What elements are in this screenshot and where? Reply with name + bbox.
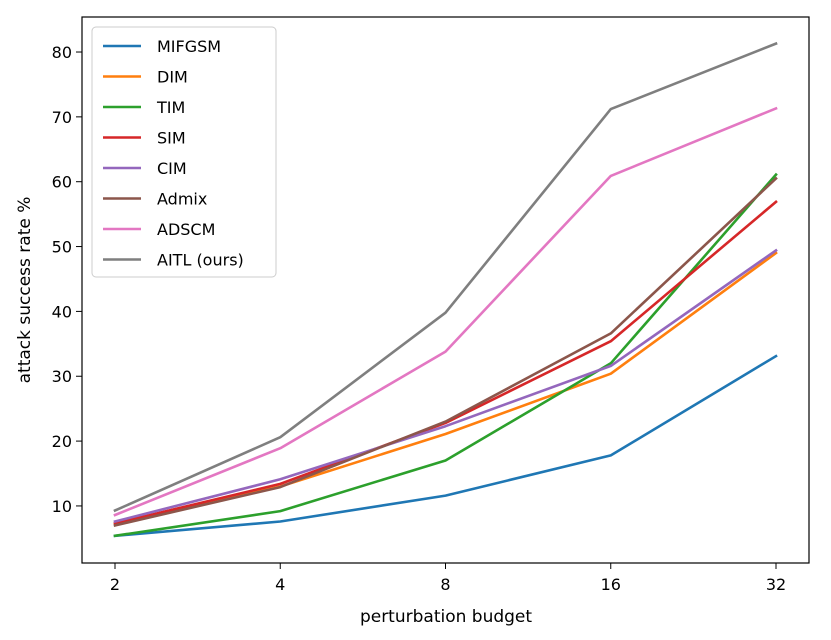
series-line-aitl-ours	[113, 41, 778, 513]
legend-label-admix: Admix	[157, 190, 207, 209]
x-tick-label: 8	[440, 575, 450, 594]
y-tick-label: 50	[52, 238, 72, 257]
y-tick-label: 30	[52, 367, 72, 386]
x-tick-label: 4	[275, 575, 285, 594]
x-tick-label: 16	[601, 575, 621, 594]
y-tick-label: 10	[52, 497, 72, 516]
legend-label-tim: TIM	[156, 98, 185, 117]
legend-label-adscm: ADSCM	[157, 220, 215, 239]
legend-box	[91, 26, 277, 278]
series-line-cim	[113, 248, 778, 524]
y-tick-label: 60	[52, 173, 72, 192]
series-line-mifgsm	[113, 354, 778, 538]
legend-label-cim: CIM	[157, 159, 187, 178]
y-tick-label: 70	[52, 108, 72, 127]
series-layer	[113, 41, 778, 538]
legend-label-dim: DIM	[157, 68, 188, 87]
y-tick-label: 80	[52, 43, 72, 62]
series-line-admix	[113, 176, 778, 527]
series-line-adscm	[113, 106, 778, 517]
y-axis: 10 20 30 40 50 60 70 80	[52, 43, 82, 516]
legend: MIFGSM DIM TIM SIM CIM Admix ADSCM AITL (ours)	[91, 26, 277, 278]
x-tick-label: 32	[766, 575, 786, 594]
y-tick-label: 20	[52, 432, 72, 451]
x-tick-label: 2	[110, 575, 120, 594]
y-tick-label: 40	[52, 302, 72, 321]
series-line-tim	[113, 172, 778, 538]
x-axis: 2 4 8 16 32	[110, 563, 786, 594]
y-axis-label: attack success rate %	[15, 197, 35, 384]
x-axis-label: perturbation budget	[360, 607, 532, 627]
legend-label-aitl-ours: AITL (ours)	[157, 251, 244, 270]
legend-label-sim: SIM	[157, 129, 186, 148]
legend-label-mifgsm: MIFGSM	[157, 37, 221, 56]
